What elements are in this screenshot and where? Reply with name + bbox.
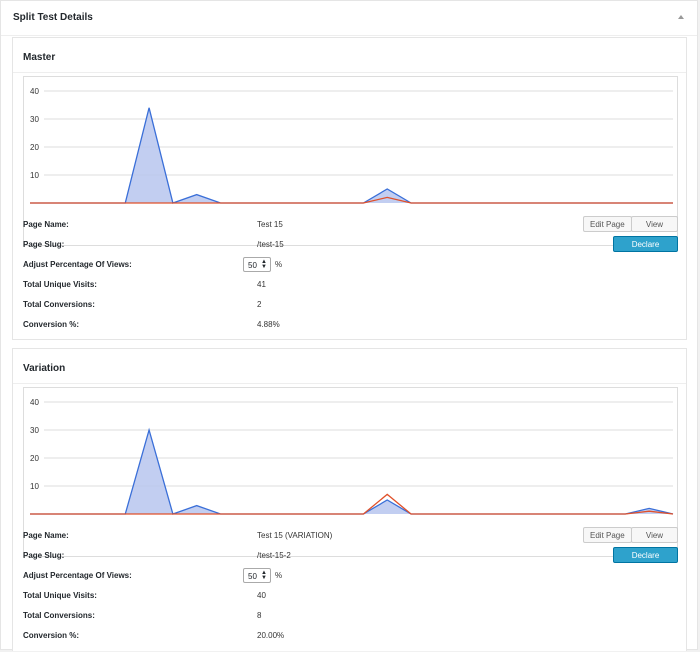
variation-chart: 10 20 30 40	[23, 387, 678, 557]
conversion-rate-value: 20.00%	[257, 631, 285, 640]
adjust-percentage-label: Adjust Percentage Of Views:	[23, 260, 132, 269]
percent-sign: %	[275, 571, 283, 580]
adjust-percentage-label: Adjust Percentage Of Views:	[23, 571, 132, 580]
panel-title: Variation	[23, 363, 66, 374]
conversion-rate-row: Conversion %: 20.00%	[23, 625, 678, 645]
y-tick-label: 20	[30, 454, 39, 463]
view-page-button[interactable]: View Page	[631, 527, 678, 556]
master-chart: 10 20 30 40	[23, 76, 678, 246]
y-tick-label: 30	[30, 115, 39, 124]
panel-title: Master	[23, 52, 56, 63]
conversion-rate-label: Conversion %:	[23, 631, 80, 640]
page-name-label: Page Name:	[23, 220, 69, 229]
conversion-rate-value: 4.88%	[257, 320, 280, 329]
visits-line	[30, 427, 674, 515]
unique-visits-label: Total Unique Visits:	[23, 280, 97, 289]
chart-svg: 10 20 30 40	[30, 398, 674, 515]
conversions-line	[30, 493, 674, 515]
page-slug-value: /test-15-2	[257, 551, 291, 560]
y-tick-label: 30	[30, 426, 39, 435]
page-slug-label: Page Slug:	[23, 551, 65, 560]
edit-page-button[interactable]: Edit Page	[583, 216, 632, 232]
y-tick-label: 40	[30, 398, 39, 407]
percentage-value: 50	[248, 261, 257, 270]
page-slug-row: Page Slug: /test-15 Declare Winner	[23, 234, 678, 265]
unique-visits-label: Total Unique Visits:	[23, 591, 97, 600]
percentage-stepper[interactable]: 50 ▲ ▼	[243, 257, 271, 272]
divider	[13, 383, 686, 384]
metabox-header[interactable]: Split Test Details	[1, 1, 697, 36]
conversion-rate-label: Conversion %:	[23, 320, 80, 329]
adjust-percentage-row: Adjust Percentage Of Views: 50 ▲ ▼ %	[23, 565, 678, 585]
collapse-arrow-icon[interactable]	[677, 13, 685, 21]
conversions-row: Total Conversions: 8	[23, 605, 678, 625]
conversions-value: 8	[257, 611, 262, 620]
page-slug-value: /test-15	[257, 240, 284, 249]
declare-winner-button[interactable]: Declare Winner	[613, 547, 678, 576]
declare-winner-button[interactable]: Declare Winner	[613, 236, 678, 265]
adjust-percentage-row: Adjust Percentage Of Views: 50 ▲ ▼ %	[23, 254, 678, 274]
page-slug-label: Page Slug:	[23, 240, 65, 249]
unique-visits-row: Total Unique Visits: 40	[23, 585, 678, 605]
percent-sign: %	[275, 260, 283, 269]
conversions-row: Total Conversions: 2	[23, 294, 678, 314]
page-name-row: Page Name: Test 15 (VARIATION) Edit Page…	[23, 525, 678, 556]
percentage-stepper[interactable]: 50 ▲ ▼	[243, 568, 271, 583]
y-tick-label: 10	[30, 171, 39, 180]
variation-panel: Variation 10 20 30 40 Page Name: Test 15 (V…	[12, 348, 687, 651]
view-page-button[interactable]: View Page	[631, 216, 678, 245]
divider	[13, 72, 686, 73]
stepper-arrows-icon[interactable]: ▲ ▼	[261, 570, 267, 581]
visits-area	[30, 107, 673, 203]
y-tick-label: 10	[30, 482, 39, 491]
page-slug-row: Page Slug: /test-15-2 Declare Winner	[23, 545, 678, 576]
metabox-title: Split Test Details	[13, 12, 93, 23]
y-tick-label: 40	[30, 87, 39, 96]
conversions-label: Total Conversions:	[23, 611, 95, 620]
stepper-arrows-icon[interactable]: ▲ ▼	[261, 259, 267, 270]
page-name-value: Test 15	[257, 220, 283, 229]
y-tick-label: 20	[30, 143, 39, 152]
unique-visits-row: Total Unique Visits: 41	[23, 274, 678, 294]
unique-visits-value: 40	[257, 591, 266, 600]
conversions-value: 2	[257, 300, 262, 309]
master-panel: Master 10 20 30 40 Page Name: Test 15 Edit …	[12, 37, 687, 340]
visits-area	[30, 430, 673, 514]
conversions-label: Total Conversions:	[23, 300, 95, 309]
page-name-value: Test 15 (VARIATION)	[257, 531, 333, 540]
visits-line	[30, 107, 673, 204]
unique-visits-value: 41	[257, 280, 266, 289]
edit-page-button[interactable]: Edit Page	[583, 527, 632, 543]
chart-svg: 10 20 30 40	[30, 87, 673, 204]
conversions-line	[30, 196, 673, 204]
conversion-rate-row: Conversion %: 4.88%	[23, 314, 678, 334]
percentage-value: 50	[248, 572, 257, 581]
page-name-label: Page Name:	[23, 531, 69, 540]
page-name-row: Page Name: Test 15 Edit Page View Page	[23, 214, 678, 245]
